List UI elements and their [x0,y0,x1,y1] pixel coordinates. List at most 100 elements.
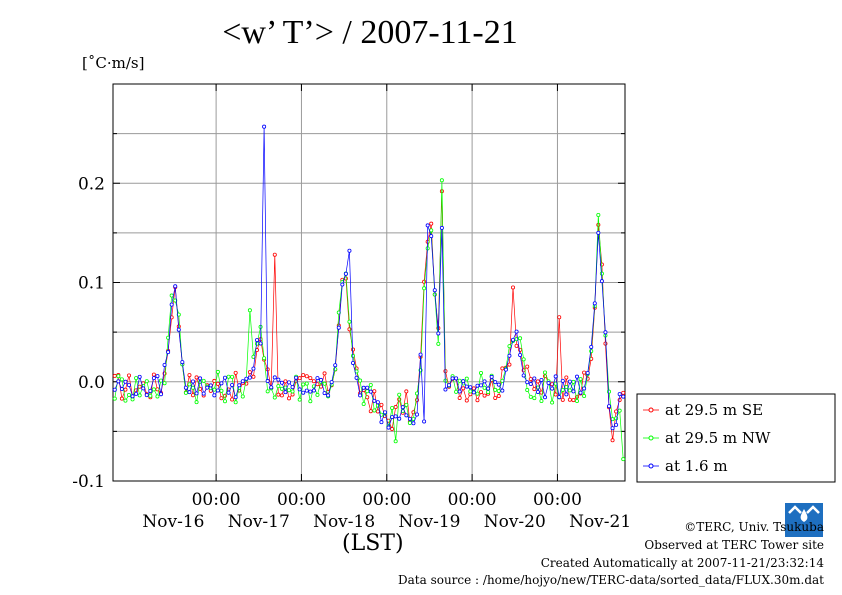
data-point [528,377,533,382]
data-point [230,397,235,402]
data-point [123,398,128,403]
data-point [578,377,583,382]
data-point [361,385,366,390]
data-point [233,400,238,405]
data-point [173,284,178,289]
data-point [457,389,462,394]
data-point [233,370,238,375]
data-point [585,371,590,376]
data-point [237,383,242,388]
data-point [155,374,160,379]
data-point [215,369,220,374]
data-point [368,389,373,394]
data-point [279,380,284,385]
data-point [564,375,569,380]
data-point [390,405,395,410]
data-point [507,353,512,358]
data-point [407,420,412,425]
data-point [272,395,277,400]
data-point [489,374,494,379]
data-point [475,398,480,403]
data-point [617,392,622,397]
data-point [418,352,423,357]
data-point [464,384,469,389]
data-point [311,379,316,384]
y-tick-label: 0.2 [78,174,105,194]
data-point [589,349,594,354]
data-point [478,383,483,388]
data-point [187,390,192,395]
data-point [450,376,455,381]
data-point [439,178,444,183]
data-point [116,374,121,379]
data-point [607,389,612,394]
data-point [205,385,210,390]
data-point [151,387,156,392]
data-point [112,373,117,378]
data-point [514,329,519,334]
data-point [621,457,626,462]
data-point [127,373,132,378]
data-point [308,399,313,404]
data-point [404,389,409,394]
data-point [575,399,580,404]
chart-title: <w’ T’> / 2007-11-21 [222,14,518,51]
data-point [162,381,167,386]
data-point [112,396,117,401]
data-point [148,393,153,398]
data-point [429,228,434,233]
data-point [180,360,185,365]
data-point [393,405,398,410]
data-point [510,285,515,290]
data-point [358,378,363,383]
data-point [557,315,562,320]
data-point [621,394,626,399]
data-point [390,427,395,432]
data-point [567,379,572,384]
data-point [571,389,576,394]
data-point [201,391,206,396]
data-point [247,370,252,375]
data-point [518,336,523,341]
data-point [500,388,505,393]
data-point [507,362,512,367]
data-point [493,395,498,400]
data-point [596,213,601,218]
x-tick-time-label: 00:00 [277,490,326,510]
data-point [361,401,366,406]
data-point [130,397,135,402]
data-point [176,312,181,317]
data-point [382,410,387,415]
data-point [525,380,530,385]
data-point [550,386,555,391]
data-point [166,350,171,355]
data-point [215,388,220,393]
data-point [400,405,405,410]
data-point [201,378,206,383]
data-point [226,374,231,379]
data-point [169,293,174,298]
data-point [532,396,537,401]
data-point [137,384,142,389]
data-point [301,373,306,378]
data-point [230,382,235,387]
series-line-0 [114,191,624,441]
y-tick-label: -0.1 [72,472,105,492]
data-point [269,385,274,390]
x-tick-time-label: 00:00 [533,490,582,510]
data-point [560,397,565,402]
data-point [486,386,491,391]
data-point [304,381,309,386]
data-point [475,391,480,396]
data-point [190,393,195,398]
data-point [240,379,245,384]
data-point [358,393,363,398]
data-point [429,234,434,239]
data-point [496,382,501,387]
y-axis-unit: [˚C·m/s] [82,54,145,72]
x-date-label: Nov-16 [142,512,204,532]
data-point [215,381,220,386]
data-point [446,383,451,388]
data-point [212,378,217,383]
